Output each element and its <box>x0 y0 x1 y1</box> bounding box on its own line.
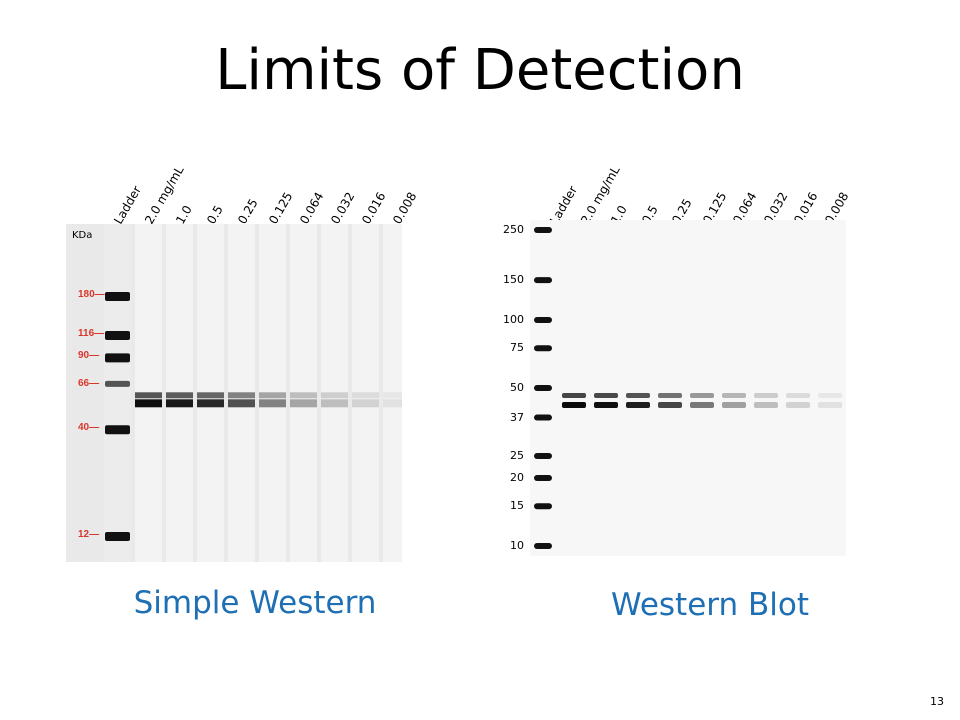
sample-band <box>352 399 379 408</box>
mw-marker-label: 180— <box>78 289 105 300</box>
mw-marker-label: 75 <box>510 341 524 355</box>
sample-band <box>690 393 714 398</box>
simple-western-lane-label: 0.008 <box>390 189 420 227</box>
mw-marker-label: 20 <box>510 470 524 484</box>
simple-western-lane-label: 1.0 <box>173 202 195 227</box>
simple-western-caption: Simple Western <box>133 585 377 621</box>
western-blot-caption: Western Blot <box>611 587 809 623</box>
page-number: 13 <box>930 695 944 708</box>
mw-marker-label: 250 <box>503 223 524 236</box>
simple-western-lane-label: 0.016 <box>359 189 389 227</box>
sample-band <box>197 392 224 399</box>
simple-western-lane-label: Ladder <box>111 183 145 227</box>
simple-western-lane-label: 0.064 <box>297 189 327 227</box>
mw-marker-label: 90— <box>78 350 100 362</box>
kda-unit-label: KDa <box>72 230 93 241</box>
mw-marker-label: 50 <box>510 381 524 394</box>
sample-band <box>166 392 193 399</box>
sample-band <box>135 399 162 408</box>
ladder-band <box>534 385 552 391</box>
ladder-band <box>534 453 552 460</box>
sample-band <box>166 399 193 408</box>
mw-marker-label: 37 <box>510 410 524 424</box>
western-blot-panel: Ladder 2.0 mg/mL 1.0 0.5 0.25 0.125 0.064 0.032… <box>490 150 860 570</box>
sample-band <box>722 393 746 398</box>
sample-band <box>352 392 379 399</box>
ladder-band <box>534 345 552 352</box>
ladder-band <box>534 316 552 323</box>
mw-marker-label: 12— <box>78 529 100 540</box>
sample-band <box>562 402 586 408</box>
sample-band <box>786 393 810 398</box>
sample-band <box>690 402 714 408</box>
simple-western-lane <box>104 224 131 562</box>
mw-marker-label: 100 <box>503 312 524 326</box>
mw-marker-label: 15 <box>510 499 524 513</box>
simple-western-lane-label: 0.125 <box>266 189 296 227</box>
simple-western-panel: Ladder 2.0 mg/mL 1.0 0.5 0.25 0.125 0.064 0.032… <box>66 150 419 570</box>
ladder-band <box>105 380 130 387</box>
sample-band <box>321 399 348 408</box>
sample-band <box>754 402 778 408</box>
sample-band <box>658 402 682 408</box>
sample-band <box>594 402 618 408</box>
slide-title: Limits of Detection <box>215 38 745 103</box>
mw-marker-label: 66— <box>78 377 100 389</box>
sample-band <box>818 393 842 398</box>
sample-band <box>228 392 255 399</box>
sample-band <box>383 399 402 408</box>
ladder-band <box>534 474 552 481</box>
mw-marker-label: 116— <box>78 327 105 339</box>
sample-band <box>626 393 650 398</box>
sample-band <box>383 392 402 399</box>
mw-marker-label: 25 <box>510 449 524 463</box>
sample-band <box>228 399 255 408</box>
mw-marker-label: 40— <box>78 422 100 434</box>
ladder-band <box>534 543 552 549</box>
simple-western-lane-label: 0.25 <box>235 196 261 227</box>
ladder-band <box>534 414 552 421</box>
sample-band <box>594 393 618 398</box>
sample-band <box>818 402 842 408</box>
western-blot-membrane-image <box>530 220 846 556</box>
simple-western-lane-label: 0.5 <box>204 202 226 227</box>
ladder-band <box>534 227 552 233</box>
sample-band <box>658 393 682 398</box>
sample-band <box>562 393 586 398</box>
ladder-band <box>105 425 130 435</box>
sample-band <box>722 402 746 408</box>
sample-band <box>259 392 286 399</box>
sample-band <box>135 392 162 399</box>
ladder-band <box>105 532 130 541</box>
sample-band <box>754 393 778 398</box>
sample-band <box>290 392 317 399</box>
ladder-band <box>534 277 552 284</box>
simple-western-lane-label: 0.032 <box>328 189 358 227</box>
ladder-band <box>105 330 130 340</box>
sample-band <box>626 402 650 408</box>
ladder-band <box>105 292 130 301</box>
mw-marker-label: 150 <box>503 273 524 287</box>
mw-marker-label: 10 <box>510 539 524 552</box>
ladder-band <box>105 353 130 363</box>
ladder-band <box>534 503 552 510</box>
sample-band <box>259 399 286 408</box>
sample-band <box>321 392 348 399</box>
simple-western-gel-image <box>66 224 402 562</box>
sample-band <box>290 399 317 408</box>
sample-band <box>197 399 224 408</box>
sample-band <box>786 402 810 408</box>
